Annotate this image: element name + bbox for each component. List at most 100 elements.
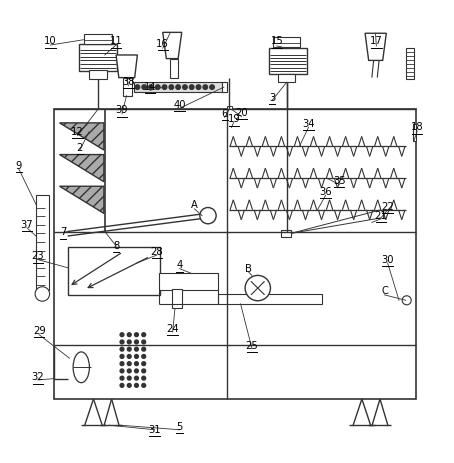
Text: 29: 29 [33,326,45,336]
Circle shape [134,362,138,366]
Text: 37: 37 [20,220,33,230]
Circle shape [127,347,131,351]
Text: 36: 36 [319,187,332,197]
Text: 31: 31 [148,425,161,435]
Bar [218,294,322,304]
Circle shape [120,355,124,358]
Text: 11: 11 [110,37,123,46]
Circle shape [142,333,146,337]
Text: 22: 22 [381,201,394,212]
Text: 39: 39 [116,105,128,115]
Circle shape [176,85,180,89]
Circle shape [134,376,138,380]
Bar [84,34,112,44]
Circle shape [134,355,138,358]
Text: 6: 6 [222,109,228,119]
Text: 3: 3 [269,93,276,103]
Bar [79,44,118,71]
Text: 16: 16 [156,39,169,49]
Circle shape [35,287,49,301]
Bar [159,273,218,290]
Circle shape [120,362,124,366]
Text: 30: 30 [381,255,394,264]
Circle shape [200,207,216,224]
Circle shape [127,355,131,358]
Bar [273,37,301,47]
Text: 12: 12 [71,127,84,137]
Bar [227,106,232,109]
Circle shape [120,347,124,351]
Text: 19: 19 [227,114,240,124]
Circle shape [402,296,411,305]
Bar [89,70,107,79]
Circle shape [127,383,131,387]
Circle shape [134,383,138,387]
Bar [68,247,160,295]
Circle shape [120,376,124,380]
Circle shape [162,85,167,89]
Circle shape [127,333,131,337]
Text: 35: 35 [333,176,345,186]
Circle shape [134,340,138,344]
Circle shape [135,85,140,89]
Text: 25: 25 [246,341,258,350]
Circle shape [142,362,146,366]
Circle shape [149,85,153,89]
Circle shape [210,85,214,89]
Circle shape [189,85,194,89]
Text: 18: 18 [411,122,424,132]
Circle shape [183,85,187,89]
Circle shape [142,340,146,344]
Circle shape [134,369,138,373]
Text: A: A [191,200,198,210]
Text: 17: 17 [370,37,383,46]
Circle shape [127,362,131,366]
Text: 21: 21 [375,211,387,221]
Bar [172,289,182,308]
Text: 8: 8 [113,241,119,251]
Text: 24: 24 [166,324,179,334]
Circle shape [142,85,147,89]
Circle shape [142,355,146,358]
Polygon shape [59,123,104,150]
Circle shape [120,340,124,344]
Text: 10: 10 [44,37,57,46]
Text: 9: 9 [15,161,22,171]
Polygon shape [365,33,386,60]
Bar [54,109,416,399]
Text: 40: 40 [173,100,186,110]
Text: 38: 38 [122,77,134,87]
Polygon shape [116,55,138,78]
Text: 4: 4 [176,261,183,270]
Text: B: B [245,263,252,274]
Bar [413,124,416,141]
Bar [169,59,178,78]
Bar [278,74,296,82]
Circle shape [142,347,146,351]
Circle shape [203,85,207,89]
Circle shape [127,340,131,344]
Text: 7: 7 [60,227,66,238]
Text: 23: 23 [31,251,44,262]
Text: 14: 14 [144,81,156,92]
Circle shape [169,85,173,89]
Circle shape [196,85,201,89]
Text: 15: 15 [271,37,283,46]
Bar [36,195,49,290]
Text: 5: 5 [176,422,183,432]
Bar [222,82,227,92]
Circle shape [127,369,131,373]
Circle shape [134,347,138,351]
Text: 28: 28 [151,247,163,257]
Circle shape [245,275,271,301]
Circle shape [120,333,124,337]
Circle shape [155,85,160,89]
Ellipse shape [73,352,89,383]
Circle shape [142,383,146,387]
Circle shape [142,369,146,373]
Bar [269,48,307,74]
Circle shape [142,376,146,380]
Text: 2: 2 [77,143,83,153]
Text: 20: 20 [235,108,248,118]
Text: 32: 32 [31,372,44,382]
